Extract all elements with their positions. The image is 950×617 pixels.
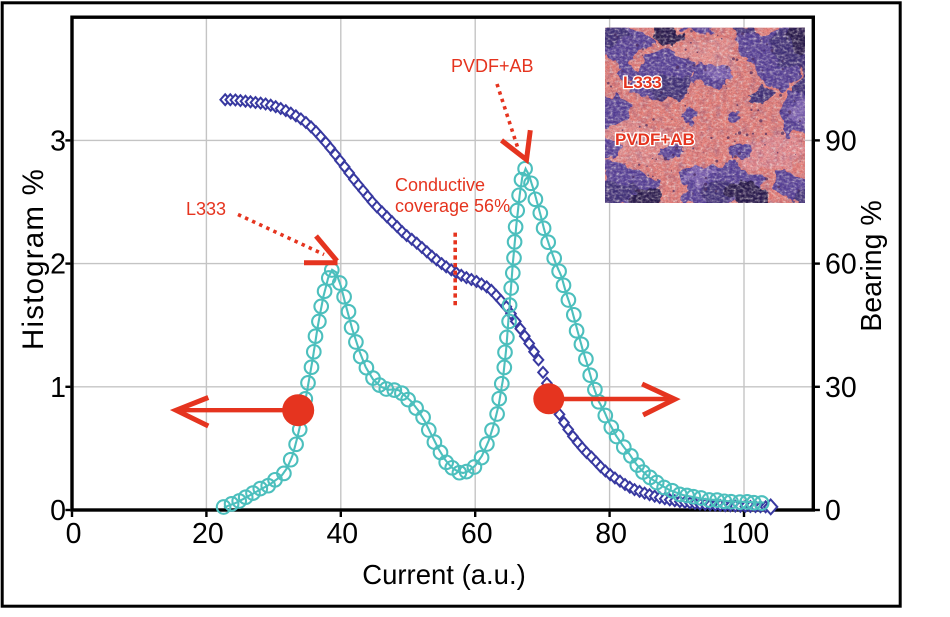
- svg-text:1: 1: [50, 372, 66, 404]
- svg-text:Histogram %: Histogram %: [17, 168, 50, 350]
- svg-text:L333: L333: [623, 73, 662, 92]
- svg-text:coverage 56%: coverage 56%: [395, 196, 510, 216]
- svg-text:60: 60: [461, 518, 493, 550]
- svg-text:80: 80: [595, 518, 627, 550]
- svg-text:40: 40: [326, 518, 358, 550]
- svg-text:90: 90: [825, 125, 857, 157]
- svg-text:L333: L333: [186, 199, 226, 219]
- svg-text:60: 60: [825, 249, 857, 281]
- svg-text:0: 0: [50, 495, 66, 527]
- svg-text:0: 0: [825, 495, 841, 527]
- svg-text:PVDF+AB: PVDF+AB: [451, 56, 534, 76]
- svg-text:PVDF+AB: PVDF+AB: [615, 130, 695, 149]
- svg-text:Bearing %: Bearing %: [856, 200, 888, 332]
- svg-text:30: 30: [825, 372, 857, 404]
- svg-text:Conductive: Conductive: [395, 175, 485, 195]
- svg-text:20: 20: [192, 518, 224, 550]
- svg-text:0: 0: [66, 518, 82, 550]
- svg-text:3: 3: [50, 125, 66, 157]
- svg-text:2: 2: [50, 249, 66, 281]
- svg-text:100: 100: [722, 518, 770, 550]
- svg-text:Current (a.u.): Current (a.u.): [362, 559, 526, 590]
